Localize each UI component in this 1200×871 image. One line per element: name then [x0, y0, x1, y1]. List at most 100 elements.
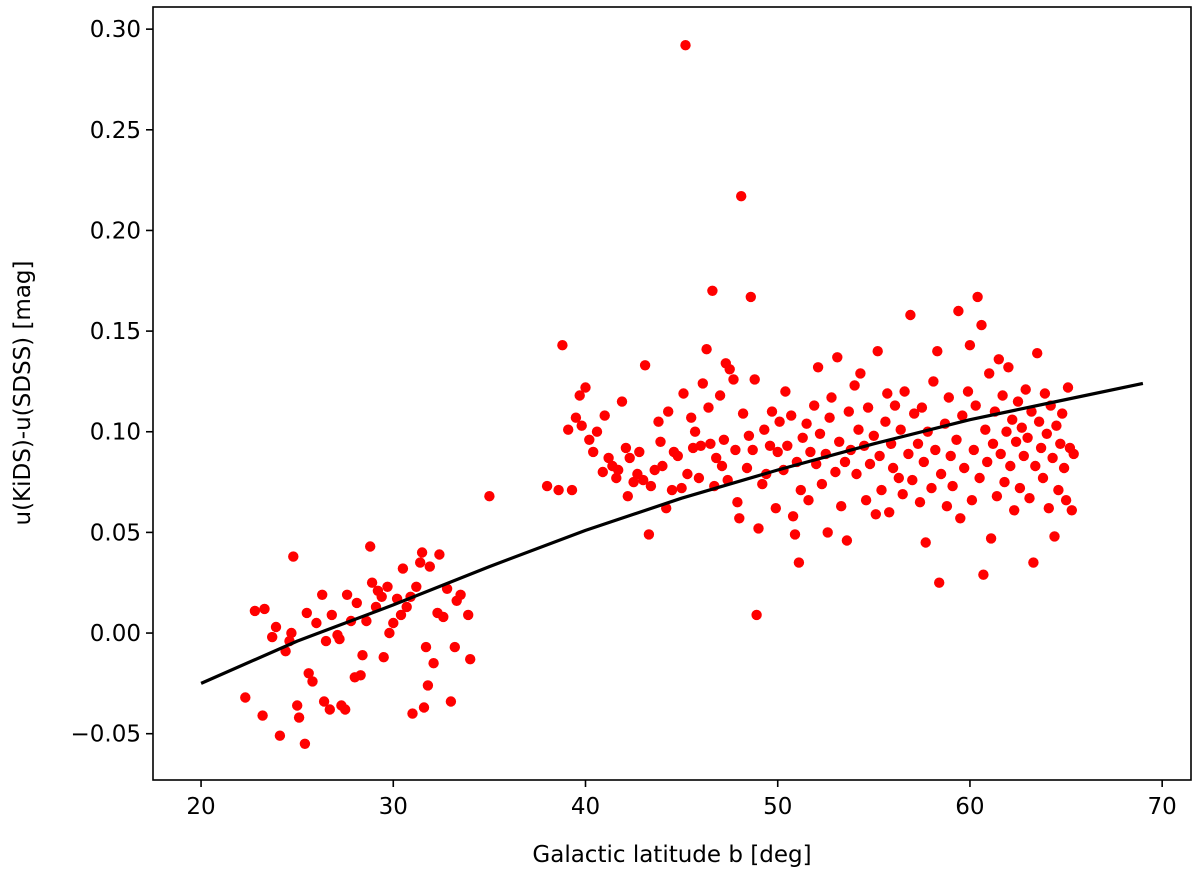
data-point [951, 434, 962, 445]
data-point [730, 444, 741, 456]
data-point [411, 581, 422, 592]
data-point [718, 434, 730, 445]
data-point [926, 482, 937, 494]
data-point [259, 603, 270, 615]
data-point [628, 476, 639, 488]
data-point [889, 400, 901, 411]
data-point [734, 513, 745, 524]
data-point [576, 420, 587, 431]
data-point [449, 641, 460, 653]
data-point [780, 386, 791, 397]
data-point [893, 472, 904, 484]
data-point [707, 285, 718, 296]
data-point [822, 527, 833, 538]
data-point [736, 191, 747, 202]
plot-area-frame [152, 6, 1192, 781]
data-point [732, 497, 743, 508]
data-point [1060, 495, 1072, 506]
data-point [870, 509, 881, 520]
data-point [455, 589, 466, 600]
data-point [753, 523, 764, 534]
data-point [591, 426, 603, 437]
data-point [695, 440, 706, 451]
data-point [267, 631, 278, 643]
data-point [826, 392, 837, 403]
data-point [680, 40, 691, 51]
data-point [716, 460, 728, 472]
data-point [286, 627, 297, 639]
data-point [947, 480, 958, 492]
data-point [797, 432, 808, 443]
data-point [876, 484, 887, 496]
x-tick-label: 30 [379, 794, 408, 820]
data-point [782, 440, 793, 451]
data-point [1005, 460, 1016, 472]
data-point [903, 448, 914, 460]
data-point [774, 416, 785, 427]
data-point [905, 309, 916, 321]
data-point [422, 680, 434, 691]
fit-curve [200, 381, 1144, 685]
data-point [1062, 382, 1074, 393]
data-point [563, 424, 574, 435]
data-point [257, 710, 268, 721]
data-point [918, 456, 929, 468]
data-point [418, 702, 430, 713]
data-point [1028, 557, 1039, 568]
data-point [638, 474, 649, 486]
data-point [1026, 406, 1037, 417]
data-point [1043, 503, 1055, 514]
data-point [1014, 482, 1026, 494]
data-point [772, 446, 783, 458]
data-point [987, 438, 999, 449]
data-point [1055, 438, 1066, 449]
data-point [484, 491, 495, 502]
data-point [957, 410, 968, 421]
data-point [616, 396, 628, 407]
data-point [541, 480, 553, 492]
data-point [701, 344, 712, 355]
data-point [1035, 442, 1047, 454]
data-point [959, 462, 970, 474]
data-point [749, 374, 760, 385]
data-point [741, 462, 753, 474]
data-point [816, 478, 828, 490]
data-point [997, 390, 1008, 401]
data-point [1066, 505, 1078, 516]
data-point [1053, 484, 1064, 496]
data-point [689, 426, 701, 437]
data-point [868, 430, 879, 441]
data-point [993, 354, 1004, 365]
data-point [301, 607, 312, 619]
data-point [976, 319, 987, 331]
data-point [1032, 348, 1043, 359]
data-point [945, 450, 956, 462]
data-point [832, 352, 843, 363]
data-point [843, 406, 854, 417]
data-point [795, 484, 806, 496]
data-point [830, 466, 841, 478]
x-tick-label: 60 [955, 794, 984, 820]
data-point [666, 484, 678, 496]
data-point [805, 446, 816, 458]
data-point [293, 712, 305, 723]
data-point [934, 577, 945, 588]
data-point [887, 462, 899, 474]
data-point [299, 738, 311, 749]
data-point [1047, 452, 1058, 464]
data-point [853, 424, 864, 435]
data-point [916, 402, 928, 413]
data-point [645, 480, 657, 492]
data-point [420, 641, 432, 653]
data-point [703, 402, 714, 413]
data-point [834, 436, 845, 447]
data-point [334, 633, 345, 645]
data-point [653, 416, 664, 427]
data-point [1020, 384, 1031, 395]
data-point [962, 386, 974, 397]
data-point [639, 360, 651, 371]
data-point [463, 609, 474, 621]
data-point [770, 503, 781, 514]
y-tick-label: 0.30 [90, 17, 141, 43]
